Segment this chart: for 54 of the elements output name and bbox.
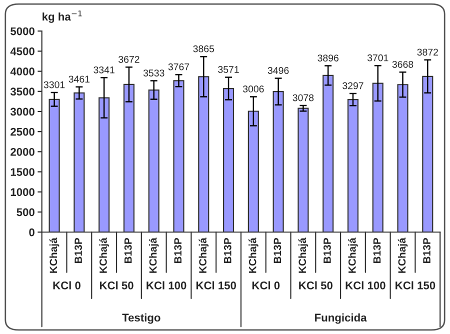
data-label: 3341 bbox=[94, 66, 114, 74]
data-label: 3865 bbox=[193, 45, 214, 52]
x-tick-label: KChajá bbox=[248, 238, 258, 273]
y-tick-label: 500 bbox=[16, 208, 34, 216]
y-tick-label: 4500 bbox=[10, 47, 34, 56]
x-tick-label: KChajá bbox=[148, 238, 159, 273]
data-label: 3461 bbox=[68, 76, 90, 83]
data-label: 3301 bbox=[44, 81, 65, 88]
x-tick-label: B13P bbox=[174, 238, 182, 264]
x-tick-label: B13P bbox=[74, 238, 82, 264]
y-tick-label: 2000 bbox=[10, 148, 34, 156]
y-tick-label: 3500 bbox=[10, 88, 34, 96]
data-label: 3672 bbox=[118, 56, 140, 63]
text: KCl 0 bbox=[53, 281, 80, 290]
text: KCl 150 bbox=[396, 281, 436, 290]
data-label: 3006 bbox=[242, 86, 264, 92]
data-label: 3668 bbox=[392, 60, 414, 68]
y-tick-label: 3000 bbox=[10, 108, 34, 116]
x-tick-label: KChajá bbox=[398, 238, 408, 273]
text: KCl 0 bbox=[252, 281, 280, 290]
text: KCl 100 bbox=[146, 281, 186, 290]
data-label: 3767 bbox=[168, 63, 190, 70]
text: KCl 150 bbox=[196, 281, 236, 290]
x-tick-label: KChajá bbox=[198, 238, 209, 273]
text: KCl 50 bbox=[299, 281, 332, 290]
text: Fungicida bbox=[315, 313, 367, 324]
data-label: 3571 bbox=[218, 66, 239, 73]
x-tick-label: B13P bbox=[274, 238, 282, 264]
x-tick-label: B13P bbox=[324, 238, 331, 264]
x-tick-label: KChajá bbox=[298, 238, 308, 273]
text: KCl 100 bbox=[346, 281, 386, 290]
y-tick-label: 2500 bbox=[10, 128, 34, 136]
data-label: 3496 bbox=[268, 67, 289, 74]
x-tick-label: KChajá bbox=[99, 238, 109, 273]
x-tick-label: B13P bbox=[124, 238, 132, 264]
x-tick-label: B13P bbox=[373, 238, 381, 264]
y-tick-label: 1000 bbox=[10, 188, 34, 196]
data-label: 3078 bbox=[292, 94, 314, 102]
x-tick-label: KChajá bbox=[49, 238, 60, 273]
data-label: 3872 bbox=[417, 48, 438, 56]
x-tick-label: B13P bbox=[224, 238, 232, 264]
text: Testigo bbox=[122, 313, 160, 324]
data-label: 3896 bbox=[318, 54, 338, 62]
y-tick-label: 5000 bbox=[10, 27, 34, 36]
y-tick-label: 1500 bbox=[10, 168, 34, 176]
text: KCl 50 bbox=[100, 281, 134, 290]
x-tick-label: B13P bbox=[423, 238, 430, 264]
data-label: 3533 bbox=[143, 70, 164, 76]
data-label: 3297 bbox=[342, 82, 364, 90]
x-tick-label: KChajá bbox=[348, 238, 358, 273]
y-tick-label: 0 bbox=[29, 228, 34, 236]
y-tick-label: 4000 bbox=[10, 68, 34, 76]
y-axis-title: kg ha$^{−1}$ bbox=[42, 10, 82, 23]
data-label: 3701 bbox=[367, 54, 388, 62]
